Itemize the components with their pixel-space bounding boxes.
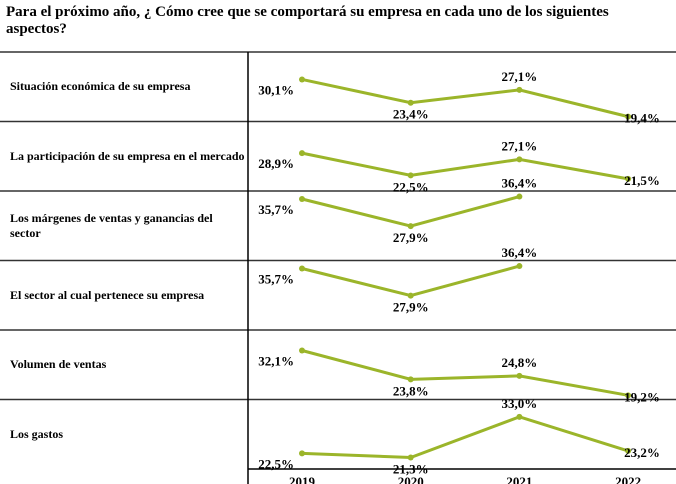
value-label: 22,5% (258, 456, 294, 471)
value-label: 30,1% (258, 82, 294, 97)
value-label: 36,4% (502, 245, 538, 260)
value-label: 27,1% (502, 69, 538, 84)
series-line (301, 195, 520, 228)
row-label: Los márgenes de ventas y ganancias del s… (10, 210, 213, 240)
row-label: Volumen de ventas (10, 357, 107, 372)
x-tick-label: 2020 (398, 474, 424, 484)
point (407, 454, 414, 461)
point (516, 156, 523, 163)
value-label: 27,9% (393, 300, 429, 315)
value-label: 35,7% (258, 202, 294, 217)
value-label: 19,4% (624, 111, 660, 126)
series-line (301, 415, 629, 460)
value-label: 21,3% (393, 462, 429, 477)
point (407, 172, 414, 179)
value-label: 32,1% (258, 353, 294, 368)
point (516, 263, 523, 270)
value-label: 36,4% (502, 176, 538, 191)
row-label: Los gastos (10, 426, 64, 441)
point (299, 76, 305, 83)
value-label: 23,2% (624, 445, 660, 460)
value-label: 23,8% (393, 383, 429, 398)
point (407, 292, 414, 299)
x-tick-label: 2022 (615, 474, 641, 484)
x-tick-label: 2021 (506, 474, 532, 484)
value-label: 33,0% (502, 396, 538, 411)
value-label: 21,5% (624, 173, 660, 188)
point (299, 450, 305, 457)
row-label: El sector al cual pertenece su empresa (10, 287, 205, 302)
value-label: 23,4% (393, 107, 429, 122)
point (516, 193, 523, 200)
value-label: 28,9% (258, 156, 294, 171)
point (299, 347, 305, 354)
point (299, 195, 305, 202)
point (625, 447, 632, 454)
value-label: 22,5% (393, 179, 429, 194)
point (407, 376, 414, 383)
value-label: 24,8% (502, 355, 538, 370)
point (625, 175, 632, 182)
row-label: La participación de su empresa en el mer… (10, 148, 245, 163)
series-line (301, 77, 629, 119)
point (516, 413, 523, 420)
series-line (301, 264, 520, 298)
chart-title: Para el próximo año, ¿ Cómo cree que se … (6, 4, 609, 37)
point (407, 99, 414, 106)
point (625, 113, 632, 120)
value-label: 19,2% (624, 389, 660, 404)
point (299, 265, 305, 272)
row-label: Situación económica de su empresa (10, 79, 191, 94)
point (516, 372, 523, 379)
x-tick-label: 2019 (289, 474, 316, 484)
value-label: 35,7% (258, 271, 294, 286)
point (516, 86, 523, 93)
point (407, 223, 414, 230)
point (299, 150, 305, 157)
value-label: 27,1% (502, 138, 538, 153)
series-line (301, 349, 629, 397)
series-line (301, 151, 629, 181)
value-label: 27,9% (393, 230, 429, 245)
point (625, 392, 632, 399)
